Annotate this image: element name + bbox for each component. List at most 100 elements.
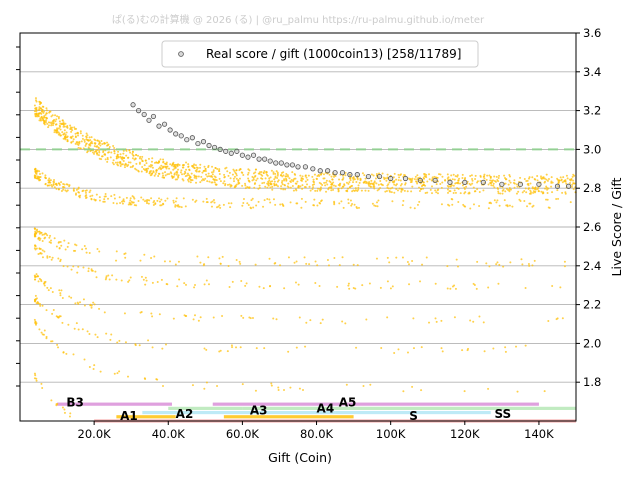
- scatter-point: [43, 284, 46, 287]
- scatter-point: [63, 411, 66, 414]
- scatter-point: [492, 184, 495, 187]
- scatter-point: [367, 182, 370, 185]
- real-point: [447, 179, 453, 185]
- scatter-point: [570, 185, 573, 188]
- scatter-point: [177, 204, 180, 207]
- scatter-point: [172, 168, 175, 171]
- scatter-point: [353, 203, 356, 206]
- scatter-point: [509, 181, 512, 184]
- scatter-point: [103, 141, 106, 144]
- scatter-point: [383, 178, 386, 181]
- scatter-point: [39, 237, 42, 240]
- scatter-point: [67, 323, 70, 326]
- scatter-point: [207, 283, 210, 286]
- scatter-point: [300, 179, 303, 182]
- scatter-point: [276, 173, 279, 176]
- scatter-point: [50, 184, 53, 187]
- scatter-point: [242, 201, 245, 204]
- scatter-point: [47, 121, 50, 124]
- scatter-point: [536, 188, 539, 191]
- scatter-point: [185, 168, 188, 171]
- scatter-point: [187, 180, 190, 183]
- scatter-point: [235, 169, 238, 172]
- scatter-point: [95, 276, 98, 279]
- scatter-point: [224, 184, 227, 187]
- scatter-point: [545, 185, 548, 188]
- scatter-point: [50, 340, 53, 343]
- scatter-point: [46, 117, 49, 120]
- scatter-point: [469, 319, 472, 322]
- scatter-point: [184, 283, 187, 286]
- scatter-point: [422, 181, 425, 184]
- scatter-point: [227, 174, 230, 177]
- scatter-point: [313, 183, 316, 186]
- scatter-point: [62, 121, 65, 124]
- real-point: [295, 164, 301, 170]
- scatter-point: [247, 171, 250, 174]
- scatter-point: [410, 179, 413, 182]
- scatter-point: [289, 180, 292, 183]
- scatter-point: [151, 166, 154, 169]
- scatter-point: [181, 178, 184, 181]
- scatter-point: [54, 120, 57, 123]
- scatter-point: [343, 183, 346, 186]
- scatter-point: [199, 163, 202, 166]
- scatter-point: [277, 386, 280, 389]
- scatter-point: [354, 187, 357, 190]
- scatter-point: [412, 347, 415, 350]
- scatter-point: [294, 281, 297, 284]
- scatter-point: [303, 186, 306, 189]
- scatter-point: [347, 198, 350, 201]
- scatter-point: [116, 153, 119, 156]
- scatter-point: [338, 184, 341, 187]
- scatter-point: [151, 346, 154, 349]
- scatter-point: [183, 282, 186, 285]
- scatter-point: [161, 172, 164, 175]
- scatter-point: [453, 189, 456, 192]
- scatter-point: [185, 161, 188, 164]
- scatter-point: [385, 179, 388, 182]
- scatter-point: [283, 178, 286, 181]
- scatter-point: [226, 170, 229, 173]
- scatter-point: [301, 184, 304, 187]
- scatter-point: [413, 207, 416, 210]
- scatter-point: [66, 189, 69, 192]
- scatter-point: [183, 172, 186, 175]
- scatter-point: [99, 144, 102, 147]
- scatter-point: [296, 202, 299, 205]
- scatter-point: [210, 171, 213, 174]
- scatter-point: [96, 145, 99, 148]
- real-point: [195, 140, 201, 147]
- scatter-point: [284, 188, 287, 191]
- scatter-point: [281, 180, 284, 183]
- scatter-point: [61, 321, 64, 324]
- scatter-point: [232, 177, 235, 180]
- scatter-point: [249, 206, 252, 209]
- scatter-point: [397, 179, 400, 182]
- scatter-point: [331, 178, 334, 181]
- scatter-point: [375, 257, 378, 260]
- scatter-point: [364, 189, 367, 192]
- scatter-point: [364, 177, 367, 180]
- scatter-point: [262, 287, 265, 290]
- scatter-point: [263, 347, 266, 350]
- scatter-point: [333, 256, 336, 259]
- scatter-point: [559, 286, 562, 289]
- scatter-point: [158, 160, 161, 163]
- scatter-point: [515, 345, 518, 348]
- scatter-point: [35, 110, 38, 113]
- scatter-point: [111, 274, 114, 277]
- scatter-point: [504, 176, 507, 179]
- scatter-point: [123, 312, 126, 315]
- scatter-point: [360, 189, 363, 192]
- scatter-point: [105, 276, 108, 279]
- scatter-point: [131, 152, 134, 155]
- scatter-point: [98, 196, 101, 199]
- scatter-point: [497, 192, 500, 195]
- scatter-point: [332, 175, 335, 178]
- scatter-point: [268, 198, 271, 201]
- scatter-point: [316, 204, 319, 207]
- scatter-point: [96, 139, 99, 142]
- scatter-point: [56, 403, 59, 406]
- scatter-point: [524, 344, 527, 347]
